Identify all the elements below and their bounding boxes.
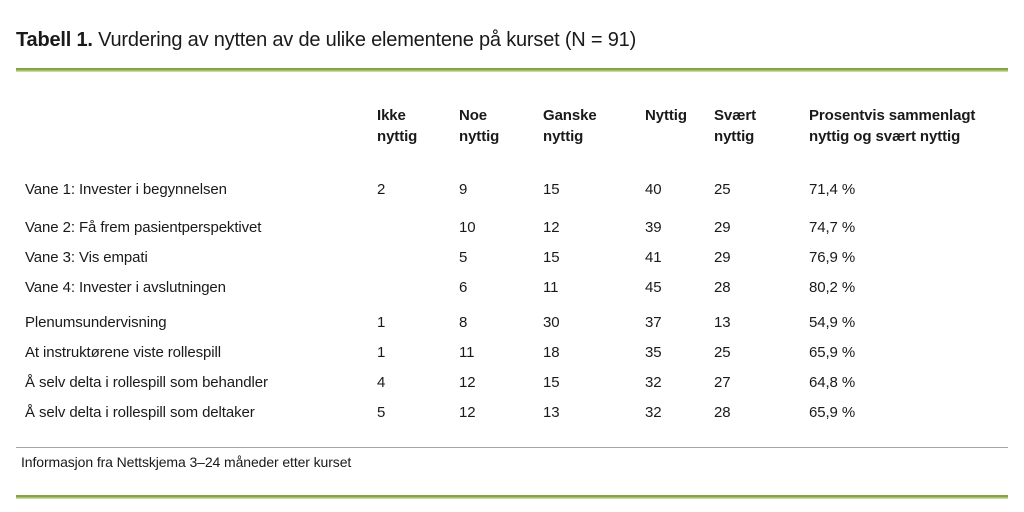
table-row: Å selv delta i rollespill som deltaker 5…: [16, 398, 1008, 428]
table-row: Vane 3: Vis empati 5 15 41 29 76,9 %: [16, 243, 1008, 273]
row-label: Vane 2: Få frem pasientperspektivet: [25, 219, 262, 236]
cell-value: 41: [645, 249, 662, 266]
row-label: Å selv delta i rollespill som deltaker: [25, 404, 255, 421]
cell-value: 27: [714, 374, 731, 391]
cell-value: 39: [645, 219, 662, 236]
top-divider: [16, 68, 1008, 72]
cell-percent: 80,2 %: [809, 279, 856, 296]
cell-value: 15: [543, 374, 560, 391]
column-header-svaert-nyttig: Svært nyttig: [714, 107, 757, 145]
cell-value: 12: [459, 404, 476, 421]
cell-value: [377, 243, 459, 273]
cell-value: 2: [377, 181, 386, 198]
cell-value: 5: [459, 249, 468, 266]
cell-value: 29: [714, 219, 731, 236]
cell-value: 6: [459, 279, 468, 296]
cell-value: 18: [543, 344, 560, 361]
row-label: Plenumsundervisning: [25, 314, 167, 331]
cell-value: 15: [543, 249, 560, 266]
table-row: Vane 2: Få frem pasientperspektivet 10 1…: [16, 213, 1008, 243]
table-footnote: Informasjon fra Nettskjema 3–24 måneder …: [21, 454, 352, 470]
cell-value: 15: [543, 181, 560, 198]
cell-value: 9: [459, 181, 468, 198]
column-header-prosentvis: Prosentvis sammenlagt nyttig og svært ny…: [809, 107, 976, 145]
cell-percent: 54,9 %: [809, 314, 856, 331]
cell-value: 45: [645, 279, 662, 296]
column-header-ikke-nyttig: Ikke nyttig: [377, 107, 418, 145]
column-header-spacer: [25, 105, 377, 147]
cell-value: 11: [459, 344, 475, 361]
cell-value: 28: [714, 404, 731, 421]
cell-value: 8: [459, 314, 468, 331]
table-body: Vane 1: Invester i begynnelsen 2 9 15 40…: [16, 175, 1008, 428]
cell-value: 13: [543, 404, 560, 421]
cell-value: 13: [714, 314, 731, 331]
cell-percent: 76,9 %: [809, 249, 856, 266]
cell-value: 29: [714, 249, 731, 266]
table-title: Tabell 1. Vurdering av nytten av de ulik…: [16, 28, 1008, 52]
cell-value: [377, 213, 459, 243]
cell-value: 30: [543, 314, 560, 331]
table-row: Vane 4: Invester i avslutningen 6 11 45 …: [16, 273, 1008, 303]
footnote-divider: [16, 447, 1008, 448]
cell-percent: 74,7 %: [809, 219, 856, 236]
cell-value: 4: [377, 374, 386, 391]
cell-percent: 65,9 %: [809, 404, 856, 421]
column-header-nyttig: Nyttig: [645, 107, 687, 124]
cell-value: 28: [714, 279, 731, 296]
cell-percent: 65,9 %: [809, 344, 856, 361]
row-label: At instruktørene viste rollespill: [25, 344, 221, 361]
table-row: At instruktørene viste rollespill 1 11 1…: [16, 338, 1008, 368]
cell-value: 11: [543, 279, 559, 296]
cell-value: 12: [459, 374, 476, 391]
cell-value: 37: [645, 314, 662, 331]
table-row: Vane 1: Invester i begynnelsen 2 9 15 40…: [16, 175, 1008, 205]
cell-value: 35: [645, 344, 662, 361]
cell-value: 12: [543, 219, 560, 236]
cell-value: 1: [377, 314, 386, 331]
cell-value: 32: [645, 404, 662, 421]
row-label: Vane 3: Vis empati: [25, 249, 148, 266]
cell-percent: 64,8 %: [809, 374, 856, 391]
cell-value: [377, 273, 459, 303]
bottom-divider: [16, 495, 1008, 499]
cell-value: 40: [645, 181, 662, 198]
table-row: Plenumsundervisning 1 8 30 37 13 54,9 %: [16, 308, 1008, 338]
row-label: Vane 4: Invester i avslutningen: [25, 279, 226, 296]
cell-value: 10: [459, 219, 476, 236]
table-number: Tabell 1.: [16, 29, 93, 51]
cell-value: 25: [714, 344, 731, 361]
table-header-row: Ikke nyttig Noe nyttig Ganske nyttig Nyt…: [16, 105, 1008, 147]
cell-value: 32: [645, 374, 662, 391]
row-label: Å selv delta i rollespill som behandler: [25, 374, 268, 391]
table-row: Å selv delta i rollespill som behandler …: [16, 368, 1008, 398]
cell-value: 5: [377, 404, 386, 421]
column-header-ganske-nyttig: Ganske nyttig: [543, 107, 597, 145]
table-caption: Vurdering av nytten av de ulike elemente…: [98, 29, 637, 51]
cell-value: 1: [377, 344, 386, 361]
column-header-noe-nyttig: Noe nyttig: [459, 107, 500, 145]
cell-value: 25: [714, 181, 731, 198]
row-label: Vane 1: Invester i begynnelsen: [25, 181, 227, 198]
cell-percent: 71,4 %: [809, 181, 856, 198]
